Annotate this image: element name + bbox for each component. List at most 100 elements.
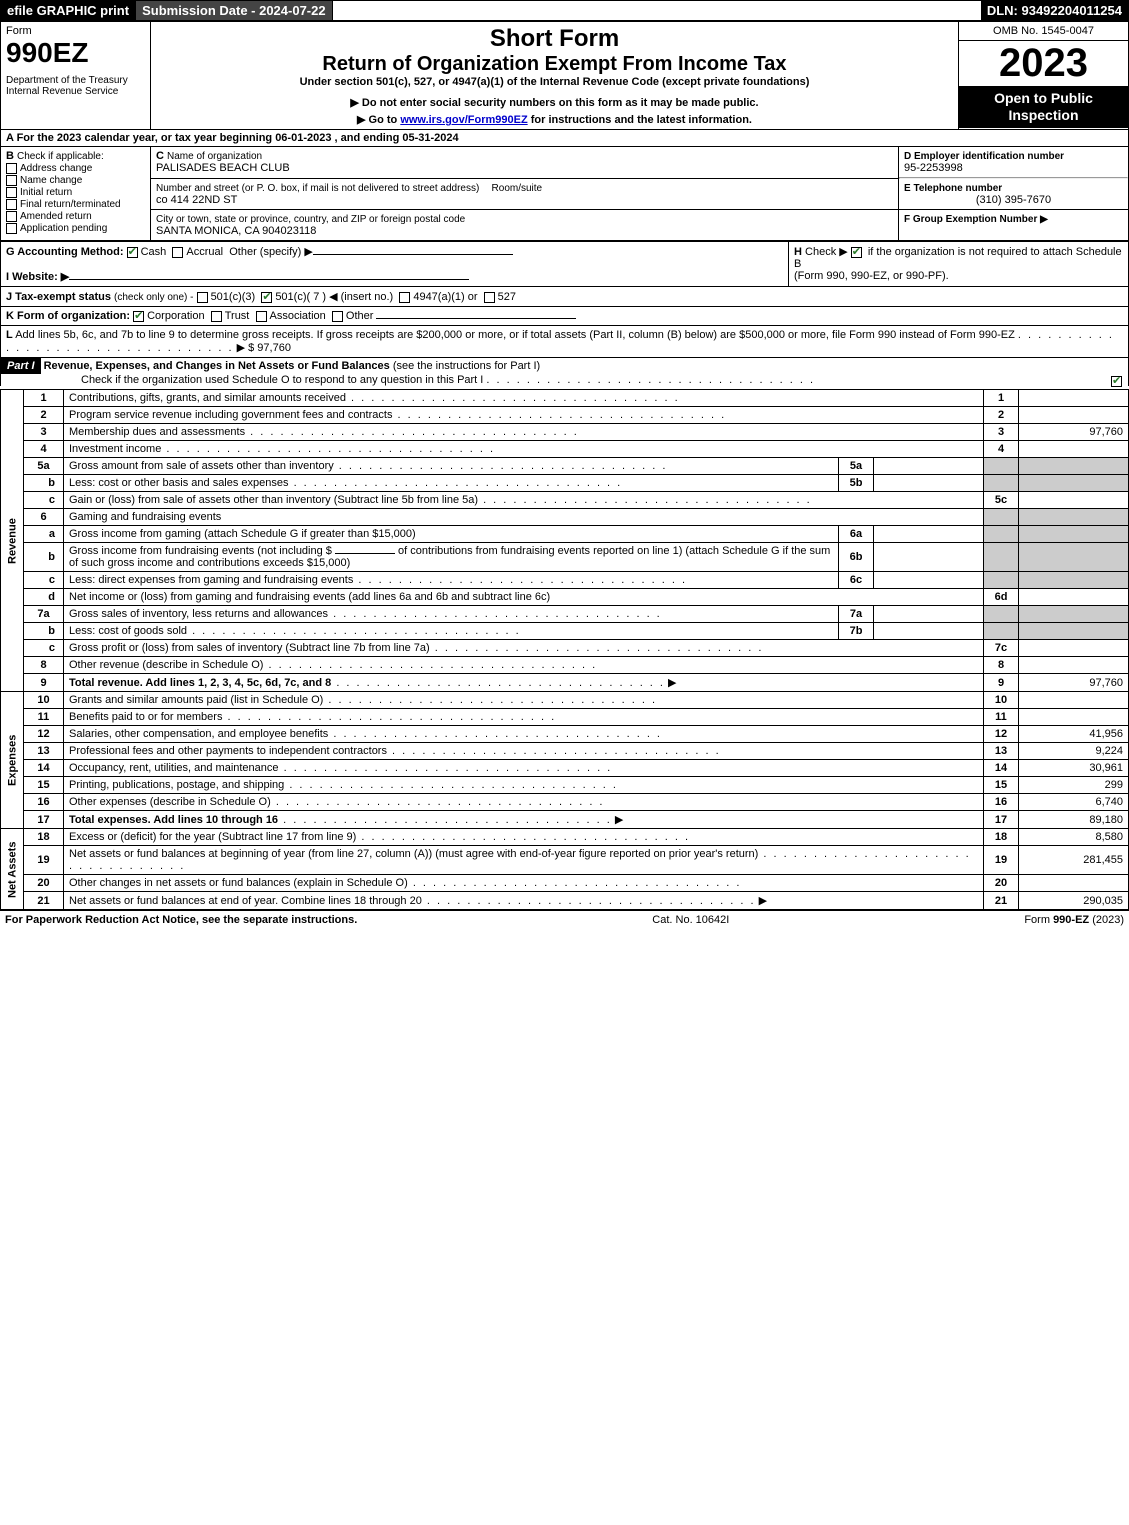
line-19-desc: Net assets or fund balances at beginning… — [69, 848, 758, 860]
line-6c-subamt — [874, 572, 984, 589]
trust-label: Trust — [225, 310, 250, 322]
city-label: City or town, state or province, country… — [156, 214, 465, 225]
arrow-icon: ▶ — [759, 895, 767, 907]
return-title: Return of Organization Exempt From Incom… — [156, 53, 953, 76]
accrual-checkbox[interactable] — [172, 247, 183, 258]
line-4-box: 4 — [984, 441, 1019, 458]
line-5c-desc: Gain or (loss) from sale of assets other… — [69, 494, 478, 506]
line-15-amt: 299 — [1019, 777, 1129, 794]
ein-value: 95-2253998 — [904, 162, 963, 174]
form-header: Form 990EZ Department of the Treasury In… — [0, 21, 1129, 130]
527-checkbox[interactable] — [484, 292, 495, 303]
line-5b-subamt — [874, 475, 984, 492]
line-5a-num: 5a — [24, 458, 64, 475]
line-6d-box: 6d — [984, 589, 1019, 606]
accrual-label: Accrual — [186, 246, 223, 258]
section-d-label: D Employer identification number — [904, 151, 1064, 162]
line-18-amt: 8,580 — [1019, 829, 1129, 846]
initial-return-checkbox[interactable] — [6, 187, 17, 198]
form-ref-post: (2023) — [1089, 914, 1124, 926]
city-value: SANTA MONICA, CA 904023118 — [156, 225, 316, 237]
line-6-num: 6 — [24, 509, 64, 526]
line-20-box: 20 — [984, 875, 1019, 892]
address-change-checkbox[interactable] — [6, 163, 17, 174]
501c3-label: 501(c)(3) — [211, 291, 256, 303]
initial-return-label: Initial return — [20, 187, 72, 198]
name-change-checkbox[interactable] — [6, 175, 17, 186]
line-9-box: 9 — [984, 674, 1019, 692]
line-14-amt: 30,961 — [1019, 760, 1129, 777]
schedule-b-checkbox[interactable] — [851, 247, 862, 258]
schedule-o-checkbox[interactable] — [1111, 376, 1122, 387]
line-6b-subbox: 6b — [839, 543, 874, 572]
line-14-num: 14 — [24, 760, 64, 777]
application-pending-checkbox[interactable] — [6, 223, 17, 234]
line-5a-desc: Gross amount from sale of assets other t… — [69, 460, 334, 472]
501c-checkbox[interactable] — [261, 292, 272, 303]
line-12-num: 12 — [24, 726, 64, 743]
line-11-amt — [1019, 709, 1129, 726]
501c3-checkbox[interactable] — [197, 292, 208, 303]
line-5a-subbox: 5a — [839, 458, 874, 475]
line-12-box: 12 — [984, 726, 1019, 743]
line-20-desc: Other changes in net assets or fund bala… — [69, 877, 408, 889]
line-7c-desc: Gross profit or (loss) from sales of inv… — [69, 642, 430, 654]
cash-checkbox[interactable] — [127, 247, 138, 258]
line-5b-desc: Less: cost or other basis and sales expe… — [69, 477, 289, 489]
line-6c-desc: Less: direct expenses from gaming and fu… — [69, 574, 353, 586]
irs-link[interactable]: www.irs.gov/Form990EZ — [400, 114, 527, 126]
street-label: Number and street (or P. O. box, if mail… — [156, 183, 479, 194]
line-19-box: 19 — [984, 846, 1019, 875]
line-16-box: 16 — [984, 794, 1019, 811]
trust-checkbox[interactable] — [211, 311, 222, 322]
omb-number: OMB No. 1545-0047 — [959, 22, 1129, 41]
corp-checkbox[interactable] — [133, 311, 144, 322]
other-specify-input[interactable] — [313, 254, 513, 255]
line-6d-desc: Net income or (loss) from gaming and fun… — [69, 591, 550, 603]
section-g-label: G Accounting Method: — [6, 246, 124, 258]
under-section-text: Under section 501(c), 527, or 4947(a)(1)… — [156, 76, 953, 88]
part-i-check-line: Check if the organization used Schedule … — [1, 374, 483, 386]
line-17-box: 17 — [984, 811, 1019, 829]
line-19-num: 19 — [24, 846, 64, 875]
website-input[interactable] — [69, 279, 469, 280]
line-6b-input[interactable] — [335, 553, 395, 554]
other-org-input[interactable] — [376, 318, 576, 319]
section-j-label: J Tax-exempt status — [6, 291, 111, 303]
dln-label: DLN: 93492204011254 — [981, 1, 1128, 20]
section-h-sub: (Form 990, 990-EZ, or 990-PF). — [794, 270, 949, 282]
section-i-label: I Website: ▶ — [6, 271, 69, 283]
line-6d-num: d — [24, 589, 64, 606]
line-21-num: 21 — [24, 892, 64, 910]
assoc-checkbox[interactable] — [256, 311, 267, 322]
line-5a-subamt — [874, 458, 984, 475]
efile-print-label[interactable]: efile GRAPHIC print — [1, 1, 136, 20]
line-6a-subamt — [874, 526, 984, 543]
line-10-desc: Grants and similar amounts paid (list in… — [69, 694, 323, 706]
line-8-amt — [1019, 657, 1129, 674]
line-3-box: 3 — [984, 424, 1019, 441]
line-6a-num: a — [24, 526, 64, 543]
gross-receipts-value: $ 97,760 — [248, 342, 291, 354]
form-number: 990EZ — [6, 37, 145, 69]
section-b-label: B — [6, 150, 14, 162]
line-5c-box: 5c — [984, 492, 1019, 509]
line-13-desc: Professional fees and other payments to … — [69, 745, 387, 757]
amended-return-checkbox[interactable] — [6, 211, 17, 222]
line-7b-desc: Less: cost of goods sold — [69, 625, 187, 637]
4947-checkbox[interactable] — [399, 292, 410, 303]
line-20-amt — [1019, 875, 1129, 892]
line-17-num: 17 — [24, 811, 64, 829]
section-a: A For the 2023 calendar year, or tax yea… — [0, 130, 1129, 146]
line-6b-num: b — [24, 543, 64, 572]
page-footer: For Paperwork Reduction Act Notice, see … — [0, 910, 1129, 929]
other-org-checkbox[interactable] — [332, 311, 343, 322]
line-12-amt: 41,956 — [1019, 726, 1129, 743]
line-21-desc: Net assets or fund balances at end of ye… — [69, 895, 422, 907]
line-10-box: 10 — [984, 692, 1019, 709]
line-21-amt: 290,035 — [1019, 892, 1129, 910]
line-7a-desc: Gross sales of inventory, less returns a… — [69, 608, 328, 620]
501c-label: 501(c)( 7 ) ◀ (insert no.) — [275, 291, 393, 303]
final-return-checkbox[interactable] — [6, 199, 17, 210]
line-6c-num: c — [24, 572, 64, 589]
